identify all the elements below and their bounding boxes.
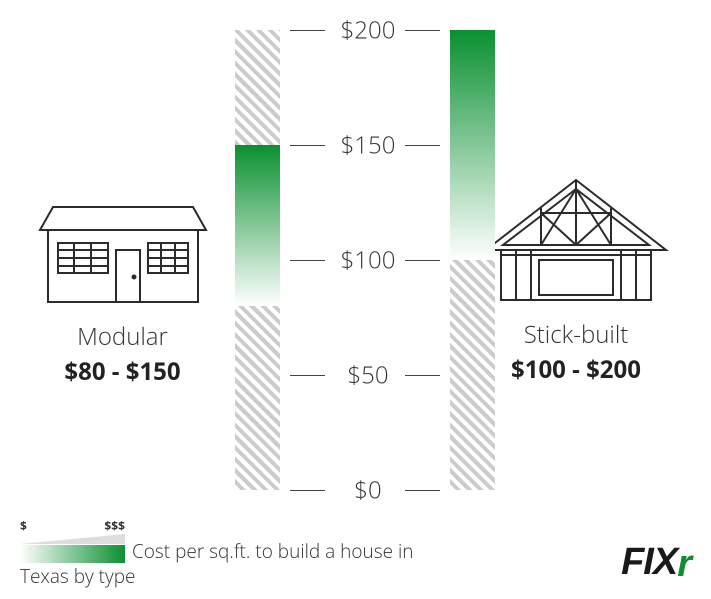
stickbuilt-label: Stick-built xyxy=(476,318,676,351)
stickbuilt-panel: Stick-built $100 - $200 xyxy=(476,175,676,386)
tick-label: $200 xyxy=(333,14,403,47)
modular-panel: Modular $80 - $150 xyxy=(35,195,210,388)
legend-low-marker: $ xyxy=(20,517,27,534)
tick-line xyxy=(405,145,440,146)
modular-house-icon xyxy=(38,195,208,305)
logo-text-accent: r xyxy=(677,543,691,586)
tick-line xyxy=(290,30,325,31)
tick-line xyxy=(405,375,440,376)
stickbuilt-bar-fill xyxy=(450,30,495,260)
tick-label: $0 xyxy=(333,474,403,507)
modular-label: Modular xyxy=(35,320,210,353)
legend-area: $ $$$ Cost per sq.ft. to build a house i… xyxy=(20,517,691,587)
tick-label: $100 xyxy=(333,244,403,277)
stickbuilt-house-icon xyxy=(481,175,671,303)
tick-line xyxy=(290,490,325,491)
stickbuilt-price-range: $100 - $200 xyxy=(476,353,676,386)
tick-label: $50 xyxy=(333,359,403,392)
tick-line xyxy=(290,145,325,146)
bars-zone: $0$50$100$150$200 xyxy=(235,30,495,490)
logo-text-main: FIX xyxy=(621,541,677,584)
tick-line xyxy=(290,260,325,261)
tick-line xyxy=(405,260,440,261)
tick-label: $150 xyxy=(333,129,403,162)
tick-line xyxy=(405,490,440,491)
legend-text: Cost per sq.ft. to build a house in Texa… xyxy=(20,539,420,588)
legend-high-marker: $$$ xyxy=(104,517,125,534)
brand-logo: FIXr xyxy=(621,541,691,584)
modular-price-range: $80 - $150 xyxy=(35,355,210,388)
modular-bar-fill xyxy=(235,145,280,306)
tick-line xyxy=(405,30,440,31)
tick-line xyxy=(290,375,325,376)
